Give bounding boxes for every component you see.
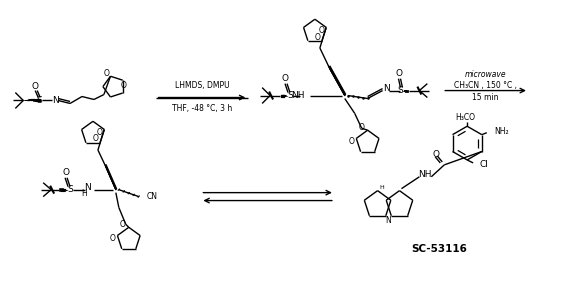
Text: THF, -48 °C, 3 h: THF, -48 °C, 3 h — [172, 104, 232, 113]
Text: NH: NH — [419, 170, 432, 179]
Text: O: O — [282, 74, 289, 83]
Text: NH₂: NH₂ — [495, 127, 510, 136]
Text: O: O — [433, 150, 440, 160]
Text: N: N — [383, 84, 390, 93]
Text: O: O — [318, 26, 324, 35]
Text: S: S — [36, 96, 42, 105]
Text: O: O — [120, 220, 126, 229]
Text: CH₃CN , 150 °C ,: CH₃CN , 150 °C , — [454, 81, 517, 90]
Text: S: S — [398, 86, 403, 95]
Text: O: O — [96, 128, 102, 137]
Text: O: O — [315, 33, 321, 42]
Text: 15 min: 15 min — [472, 93, 499, 102]
Text: N: N — [386, 216, 391, 225]
Text: O: O — [359, 123, 364, 132]
Text: microwave: microwave — [465, 70, 507, 79]
Text: O: O — [93, 134, 99, 143]
Text: N: N — [52, 96, 58, 105]
Text: H: H — [379, 185, 384, 190]
Text: S: S — [287, 91, 293, 100]
Text: Cl: Cl — [479, 160, 488, 169]
Text: NH: NH — [292, 91, 305, 100]
Text: O: O — [121, 81, 127, 90]
Text: O: O — [62, 168, 69, 177]
Text: O: O — [396, 69, 403, 78]
Text: CN: CN — [147, 192, 157, 201]
Text: O: O — [31, 82, 38, 91]
Text: O: O — [349, 137, 354, 146]
Text: H: H — [81, 189, 87, 198]
Text: O: O — [104, 69, 110, 78]
Text: SC-53116: SC-53116 — [412, 244, 467, 254]
Text: O: O — [110, 234, 115, 243]
Text: H₃CO: H₃CO — [455, 113, 475, 122]
Text: LHMDS, DMPU: LHMDS, DMPU — [175, 81, 229, 90]
Text: N: N — [85, 183, 92, 192]
Text: S: S — [67, 185, 73, 194]
